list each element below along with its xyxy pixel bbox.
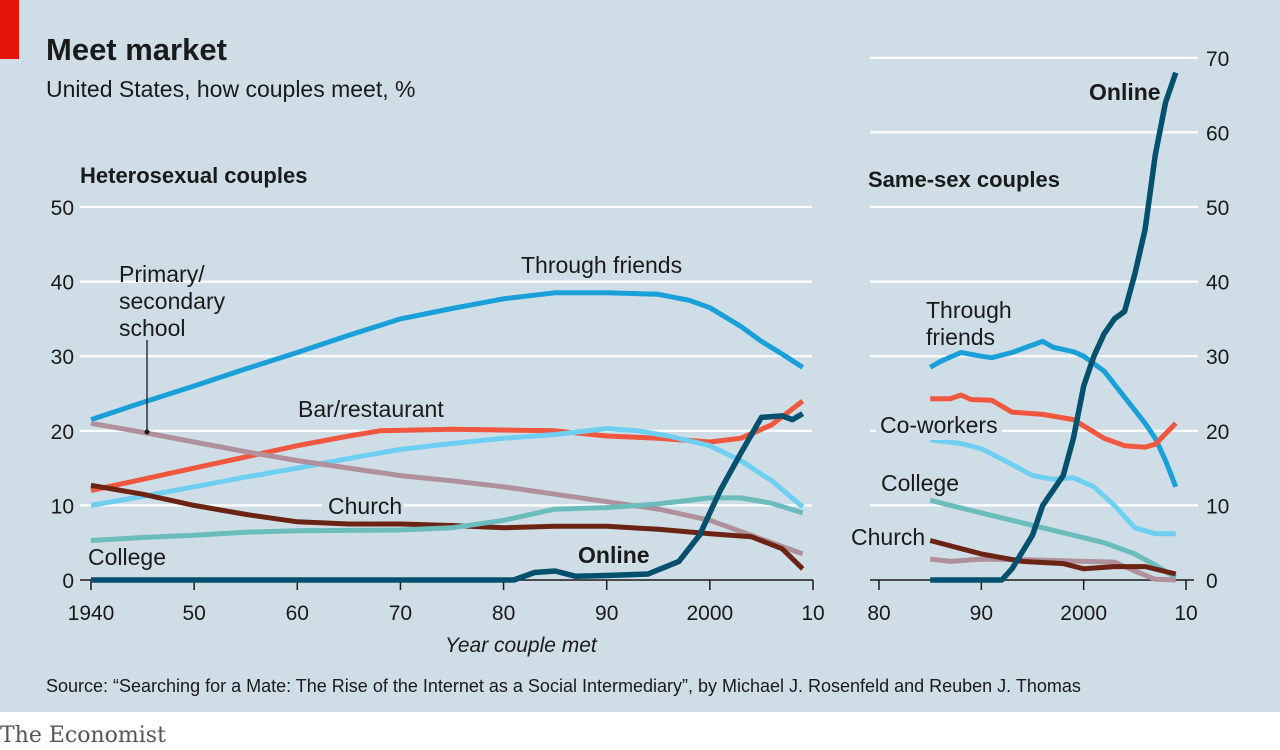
series-line-through-friends	[928, 338, 1179, 488]
y-tick-label: 20	[1206, 421, 1229, 444]
x-tick-label: 70	[389, 602, 412, 625]
series-line-church	[929, 538, 1177, 577]
series-line-primary-secondary-school	[90, 420, 804, 557]
x-tick-label: 1940	[68, 602, 115, 625]
x-tick-label: 2000	[686, 602, 733, 625]
x-axis-label: Year couple met	[445, 634, 598, 657]
y-tick-label: 60	[1206, 122, 1229, 145]
label-through-friends-left: Through friends	[521, 252, 682, 278]
accent-tag	[0, 0, 19, 59]
x-tick-label: 50	[182, 602, 205, 625]
co-workers-label-backdrop	[876, 410, 1002, 440]
chart-subtitle: United States, how couples meet, %	[46, 76, 415, 102]
x-tick-label: 90	[595, 602, 618, 625]
series-line-college	[90, 495, 804, 543]
series-line-unlabeled	[930, 392, 1178, 450]
x-tick-label: 10	[1174, 602, 1197, 625]
series-line-online	[930, 71, 1179, 583]
series-lines	[90, 71, 1179, 583]
y-tick-label: 50	[51, 197, 74, 220]
series-line-online	[91, 411, 805, 583]
y-tick-label: 0	[62, 570, 74, 593]
y-tick-label: 30	[1206, 346, 1229, 369]
y-tick-label: 10	[51, 495, 74, 518]
school-label-dot	[144, 429, 150, 435]
y-tick-label: 10	[1206, 495, 1229, 518]
series-line-college	[929, 497, 1178, 580]
label-through-friends-right: Through friends	[926, 297, 1018, 350]
x-tick-label: 10	[801, 602, 824, 625]
series-line-bar-restaurant	[90, 399, 805, 493]
label-online-left: Online	[578, 542, 650, 568]
church-label-backdrop	[322, 490, 404, 520]
label-college-right: College	[881, 470, 959, 496]
series-line-through-friends	[90, 290, 805, 422]
label-church-left: Church	[328, 493, 402, 519]
source-note: Source: “Searching for a Mate: The Rise …	[46, 676, 1081, 696]
y-tick-label: 40	[51, 272, 74, 295]
label-online-right: Online	[1089, 79, 1161, 105]
label-school: Primary/ secondary school	[119, 261, 232, 341]
label-bar-restaurant: Bar/restaurant	[298, 396, 444, 422]
y-tick-label: 20	[51, 421, 74, 444]
left-panel-title: Heterosexual couples	[80, 163, 307, 188]
series-line-unlabeled	[929, 556, 1176, 583]
series-line-church	[90, 482, 805, 571]
label-church-right: Church	[851, 524, 925, 550]
right-panel-title: Same-sex couples	[868, 167, 1060, 192]
label-co-workers: Co-workers	[880, 412, 998, 438]
y-tick-label: 70	[1206, 48, 1229, 71]
x-tick-label: 2000	[1060, 602, 1107, 625]
chart-title: Meet market	[46, 32, 227, 67]
series-line-unlabeled	[90, 426, 805, 509]
axes: 0 10 20 30 40 50 1940 50 60 70 80 90 2000 10 0 10 20 30 40…	[51, 48, 1230, 625]
x-tick-label: 80	[867, 602, 890, 625]
y-tick-label: 50	[1206, 197, 1229, 220]
x-tick-label: 80	[492, 602, 515, 625]
y-tick-label: 0	[1206, 570, 1218, 593]
economist-logo: The Economist	[0, 723, 166, 748]
y-tick-label: 40	[1206, 272, 1229, 295]
x-tick-label: 60	[286, 602, 309, 625]
x-tick-label: 90	[970, 602, 993, 625]
label-college-left: College	[88, 544, 166, 570]
y-tick-label: 30	[51, 346, 74, 369]
